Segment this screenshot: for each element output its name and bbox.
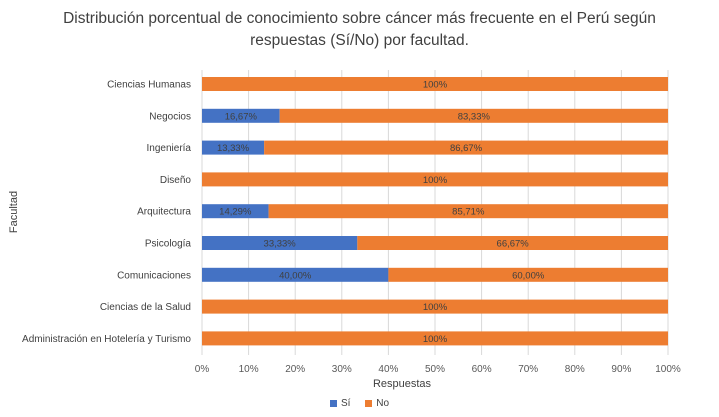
data-label-si: 16,67% bbox=[225, 111, 258, 122]
bar-si bbox=[202, 204, 269, 219]
x-axis-label: Respuestas bbox=[372, 378, 432, 390]
data-label-no: 85,71% bbox=[452, 207, 485, 218]
bar-no bbox=[202, 299, 668, 314]
x-tick-label: 20% bbox=[285, 364, 305, 375]
x-tick-label: 90% bbox=[611, 364, 631, 375]
bar-si bbox=[202, 267, 389, 282]
data-label-si: 13,33% bbox=[217, 143, 250, 154]
data-label-no: 86,67% bbox=[450, 143, 483, 154]
legend-swatch-no bbox=[365, 400, 373, 407]
bar-no bbox=[268, 204, 668, 219]
x-tick-label: 50% bbox=[425, 364, 445, 375]
x-tick-label: 40% bbox=[378, 364, 398, 375]
bar-no bbox=[202, 172, 668, 187]
y-tick-label: Psicología bbox=[145, 239, 192, 250]
legend-item-no: No bbox=[365, 398, 389, 409]
y-tick-label: Negocios bbox=[149, 111, 191, 122]
x-tick-label: 70% bbox=[518, 364, 538, 375]
data-label-no: 100% bbox=[423, 175, 448, 186]
data-label-si: 40,00% bbox=[279, 270, 312, 281]
bar-si bbox=[202, 140, 265, 155]
legend-swatch-si bbox=[329, 400, 337, 407]
y-tick-label: Arquitectura bbox=[137, 207, 191, 218]
x-tick-label: 60% bbox=[472, 364, 492, 375]
x-tick-label: 30% bbox=[332, 364, 352, 375]
bar-si bbox=[202, 108, 280, 123]
chart-title: Distribución porcentual de conocimiento … bbox=[0, 8, 719, 52]
bar-no bbox=[279, 108, 668, 123]
bar-no bbox=[388, 267, 668, 282]
y-tick-label: Ciencias Humanas bbox=[107, 80, 191, 91]
x-tick-label: 100% bbox=[655, 364, 681, 375]
y-axis-label: Facultad bbox=[8, 190, 20, 234]
data-label-no: 100% bbox=[423, 80, 448, 91]
y-tick-label: Ingeniería bbox=[147, 143, 192, 154]
x-tick-label: 10% bbox=[239, 364, 259, 375]
chart-title-line-2: respuestas (Sí/No) por facultad. bbox=[250, 32, 469, 49]
y-tick-label: Administración en Hotelería y Turismo bbox=[22, 334, 191, 345]
legend-label-si: Sí bbox=[340, 398, 351, 409]
data-label-no: 60,00% bbox=[512, 270, 545, 281]
x-tick-label: 80% bbox=[565, 364, 585, 375]
data-label-no: 100% bbox=[423, 302, 448, 313]
bar-no bbox=[202, 331, 668, 346]
bar-no bbox=[264, 140, 668, 155]
y-tick-label: Comunicaciones bbox=[117, 270, 191, 281]
data-label-si: 33,33% bbox=[264, 239, 297, 250]
chart-title-line-1: Distribución porcentual de conocimiento … bbox=[63, 10, 656, 27]
legend-item-si: Sí bbox=[329, 398, 351, 409]
bar-no bbox=[202, 77, 668, 91]
bar-si bbox=[202, 236, 358, 250]
data-label-no: 66,67% bbox=[497, 239, 530, 250]
y-tick-label: Ciencias de la Salud bbox=[100, 302, 191, 313]
x-tick-label: 0% bbox=[195, 364, 210, 375]
data-label-no: 100% bbox=[423, 334, 448, 345]
legend: Sí No bbox=[0, 398, 719, 410]
bar-no bbox=[357, 236, 668, 250]
legend-label-no: No bbox=[376, 398, 390, 409]
y-tick-label: Diseño bbox=[160, 175, 192, 186]
data-label-si: 14,29% bbox=[219, 207, 252, 218]
data-label-no: 83,33% bbox=[458, 111, 491, 122]
